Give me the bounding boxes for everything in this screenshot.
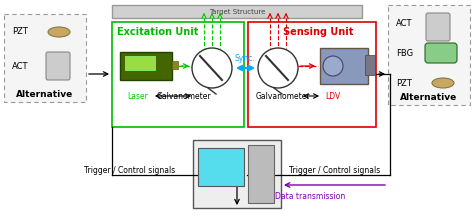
- Text: Sync.: Sync.: [235, 54, 255, 63]
- Bar: [193, 140, 281, 208]
- Bar: [365, 55, 375, 75]
- Text: Alternative: Alternative: [401, 92, 457, 102]
- Bar: [120, 52, 172, 80]
- FancyBboxPatch shape: [425, 43, 457, 63]
- Bar: [172, 61, 178, 69]
- Text: ACT: ACT: [12, 61, 28, 70]
- Bar: [320, 48, 368, 84]
- Circle shape: [323, 56, 343, 76]
- Bar: [388, 5, 470, 105]
- Text: PZT: PZT: [396, 78, 412, 87]
- Bar: [112, 22, 244, 127]
- Bar: [248, 22, 376, 127]
- Text: Laser: Laser: [127, 92, 148, 100]
- Text: Excitation Unit: Excitation Unit: [117, 27, 199, 37]
- Text: Sensing Unit: Sensing Unit: [283, 27, 354, 37]
- Ellipse shape: [48, 27, 70, 37]
- Text: Data transmission: Data transmission: [275, 192, 345, 201]
- Bar: [112, 5, 362, 18]
- Bar: [125, 56, 155, 70]
- Text: Alternative: Alternative: [17, 90, 73, 99]
- FancyBboxPatch shape: [426, 13, 450, 41]
- Text: FBG: FBG: [396, 48, 413, 58]
- Text: Trigger / Control signals: Trigger / Control signals: [84, 165, 176, 174]
- Text: LDV: LDV: [325, 92, 340, 100]
- Bar: [198, 148, 244, 186]
- Circle shape: [192, 48, 232, 88]
- Ellipse shape: [432, 78, 454, 88]
- Bar: [248, 145, 274, 203]
- Text: Target Structure: Target Structure: [209, 9, 265, 15]
- Text: Trigger / Control signals: Trigger / Control signals: [289, 165, 381, 174]
- FancyBboxPatch shape: [46, 52, 70, 80]
- Text: ACT: ACT: [396, 19, 412, 27]
- Text: PZT: PZT: [12, 27, 28, 36]
- Text: Galvanometer: Galvanometer: [157, 92, 211, 100]
- Circle shape: [258, 48, 298, 88]
- Bar: [4, 14, 86, 102]
- Text: Galvanometer: Galvanometer: [256, 92, 310, 100]
